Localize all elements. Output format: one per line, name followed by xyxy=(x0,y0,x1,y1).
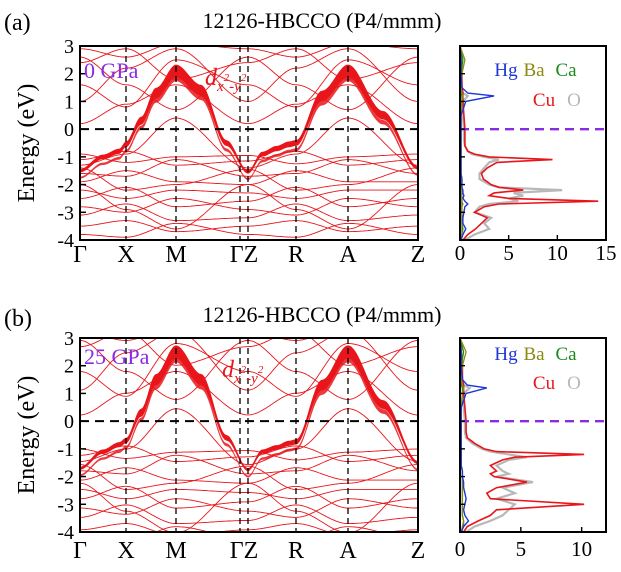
kpoint-label: Z xyxy=(411,242,426,268)
kpoint-label: R xyxy=(288,242,304,268)
kpoint-label: X xyxy=(117,538,134,564)
orbital-label-sub-dash: -y xyxy=(246,371,258,387)
band-line xyxy=(80,117,418,169)
orbital-label-sub: x xyxy=(233,371,241,387)
dos-x-tick-label: 10 xyxy=(571,537,592,561)
kpoint-label: ΓZ xyxy=(230,242,259,268)
dos-legend-Cu: Cu xyxy=(533,90,556,111)
orbital-label-sub: x xyxy=(216,79,224,95)
dos-curves xyxy=(460,338,585,532)
y-tick-label: -3 xyxy=(57,202,74,224)
orbital-label-d: d xyxy=(222,357,235,383)
band-line xyxy=(80,84,418,125)
orbital-label-sub-dash: -y xyxy=(229,79,241,95)
dos-curve-Cu xyxy=(460,338,585,532)
dos-curve-Cu xyxy=(460,46,599,240)
kpoint-label: A xyxy=(339,538,357,564)
orbital-label: dx2-y2 xyxy=(222,357,264,387)
dos-x-tick-label: 5 xyxy=(503,241,514,265)
dos-legend-Ba: Ba xyxy=(523,60,545,81)
kpoint-label: X xyxy=(117,242,134,268)
kpoint-label: R xyxy=(288,538,304,564)
kpoint-label: M xyxy=(165,538,186,564)
panel-a: (a) 12126-HBCCO (P4/mmm)3210-1-2-3-4Energ… xyxy=(4,8,617,268)
panel-label: (b) xyxy=(4,306,32,332)
y-tick-label: -3 xyxy=(57,494,74,516)
dos-frame xyxy=(459,45,607,241)
y-tick-label: 1 xyxy=(64,91,74,113)
dos-legend-Ca: Ca xyxy=(555,344,577,365)
orbital-label-sup: 2 xyxy=(224,72,230,84)
kpoint-label: Z xyxy=(411,538,426,564)
dos-frame xyxy=(459,337,607,533)
orbital-label-d: d xyxy=(205,65,218,91)
dos-legend-O: O xyxy=(567,90,581,111)
y-tick-label: -2 xyxy=(57,175,74,197)
dos-legend-Ca: Ca xyxy=(555,60,577,81)
dos-curve-O xyxy=(460,46,563,240)
dos-x-tick-label: 5 xyxy=(516,537,527,561)
dos-curve-Hg xyxy=(460,338,487,532)
y-tick-label: -4 xyxy=(57,522,74,544)
y-axis-label: Energy (eV) xyxy=(14,376,40,495)
dos-x-tick-label: 0 xyxy=(455,241,466,265)
kpoint-label: ΓZ xyxy=(230,538,259,564)
dos-legend-Ba: Ba xyxy=(523,344,545,365)
y-tick-label: -4 xyxy=(57,230,74,252)
kpoint-label: Γ xyxy=(73,538,87,564)
y-tick-label: -1 xyxy=(57,147,74,169)
panel-b: (b) 12126-HBCCO (P4/mmm)3210-1-2-3-4Energ… xyxy=(4,302,607,564)
dos-legend-O: O xyxy=(567,373,581,394)
orbital-label-sup2: 2 xyxy=(258,364,264,376)
band-line xyxy=(80,189,418,199)
dos-legend-Hg: Hg xyxy=(494,344,518,365)
dos-curve-O xyxy=(460,338,534,532)
dos-x-tick-label: 15 xyxy=(596,241,617,265)
y-tick-label: -1 xyxy=(57,439,74,461)
y-tick-label: -2 xyxy=(57,467,74,489)
orbital-label: dx2-y2 xyxy=(205,65,247,95)
band-line xyxy=(80,338,418,366)
y-tick-label: 2 xyxy=(64,356,74,378)
y-tick-label: 2 xyxy=(64,64,74,86)
band-line xyxy=(80,184,418,230)
chart-title: 12126-HBCCO (P4/mmm) xyxy=(203,302,442,327)
pressure-label: 0 GPa xyxy=(84,58,139,83)
kpoint-label: A xyxy=(339,242,357,268)
band-line xyxy=(80,220,418,233)
y-tick-label: 0 xyxy=(64,119,74,141)
band-line xyxy=(80,488,418,500)
orbital-label-sup2: 2 xyxy=(241,72,247,84)
band-frame xyxy=(79,45,419,241)
chart-title: 12126-HBCCO (P4/mmm) xyxy=(203,8,442,33)
y-tick-label: 0 xyxy=(64,411,74,433)
y-tick-label: 1 xyxy=(64,383,74,405)
kpoint-label: Γ xyxy=(73,242,87,268)
panel-label: (a) xyxy=(4,10,31,36)
pressure-label: 25 GPa xyxy=(84,344,150,369)
y-axis-label: Energy (eV) xyxy=(14,84,40,203)
kpoint-label: M xyxy=(165,242,186,268)
band-line xyxy=(155,526,382,532)
y-tick-label: 3 xyxy=(64,36,74,58)
band-frame xyxy=(79,337,419,533)
band-line xyxy=(80,482,418,532)
y-tick-label: 3 xyxy=(64,328,74,350)
dos-x-tick-label: 0 xyxy=(455,537,466,561)
band-line xyxy=(80,523,418,532)
orbital-label-sup: 2 xyxy=(241,364,247,376)
dos-legend-Hg: Hg xyxy=(494,60,518,81)
dos-legend-Cu: Cu xyxy=(533,373,556,394)
dos-x-tick-label: 10 xyxy=(547,241,568,265)
